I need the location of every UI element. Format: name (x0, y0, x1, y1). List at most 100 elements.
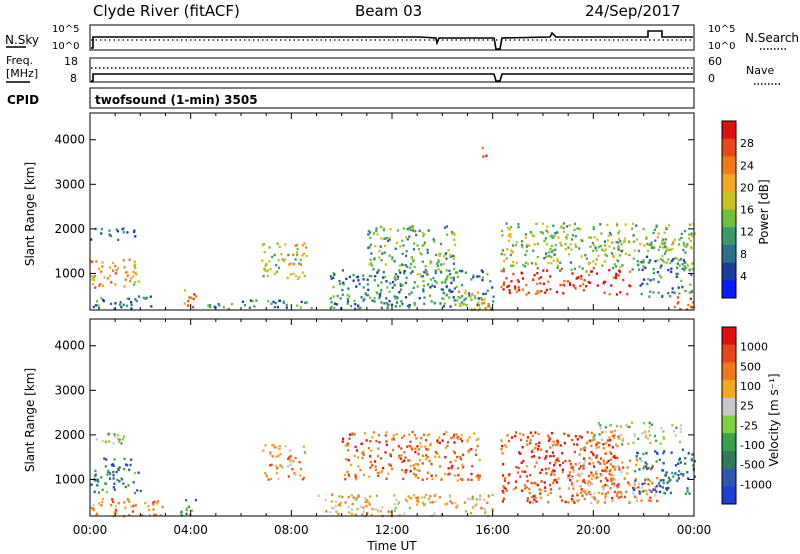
scatter-cell (132, 270, 135, 273)
scatter-cell (546, 269, 549, 272)
scatter-cell (376, 471, 379, 474)
scatter-cell (406, 304, 409, 308)
scatter-cell (384, 244, 387, 248)
scatter-cell (350, 512, 353, 516)
scatter-cell (380, 301, 383, 304)
scatter-cell (386, 303, 390, 307)
scatter-cell (278, 245, 281, 248)
scatter-cell (456, 455, 459, 459)
scatter-cell (471, 506, 474, 509)
scatter-cell (471, 495, 474, 498)
scatter-cell (507, 481, 510, 485)
scatter-cell (445, 430, 448, 434)
scatter-cell (372, 431, 376, 434)
scatter-cell (676, 272, 679, 276)
scatter-cell (378, 249, 381, 253)
scatter-cell (303, 252, 306, 255)
scatter-cell (609, 487, 612, 490)
scatter-cell (438, 436, 441, 439)
scatter-cell (436, 452, 439, 455)
scatter-cell (487, 494, 490, 498)
scatter-cell (97, 306, 101, 310)
scatter-cell (428, 459, 431, 463)
scatter-cell (436, 264, 440, 268)
scatter-cell (648, 259, 652, 262)
scatter-cell (550, 473, 553, 476)
scatter-cell (275, 264, 278, 267)
scatter-cell (583, 462, 586, 466)
scatter-cell (372, 232, 375, 235)
scatter-cell (346, 294, 349, 297)
scatter-cell (477, 437, 480, 441)
scatter-cell (341, 495, 344, 499)
scatter-cell (475, 475, 478, 478)
scatter-cell (604, 477, 607, 480)
scatter-cell (388, 299, 391, 303)
scatter-cell (361, 456, 364, 460)
scatter-cell (90, 506, 94, 510)
scatter-cell (424, 445, 427, 448)
scatter-cell (569, 462, 573, 466)
scatter-cell (530, 455, 533, 459)
scatter-cell (94, 469, 97, 473)
scatter-cell (367, 500, 370, 504)
scatter-cell (580, 238, 583, 242)
scatter-cell (423, 233, 426, 236)
scatter-cell (623, 495, 626, 499)
scatter-cell (548, 461, 552, 465)
scatter-cell (562, 292, 565, 295)
scatter-cell (282, 259, 285, 263)
scatter-cell (635, 224, 638, 227)
scatter-cell (629, 284, 632, 288)
scatter-cell (364, 497, 367, 500)
scatter-cell (566, 225, 569, 228)
scatter-cell (472, 275, 475, 279)
scatter-cell (573, 228, 576, 232)
scatter-cell (645, 463, 648, 466)
scatter-cell (481, 146, 484, 150)
scatter-cell (651, 482, 654, 485)
scatter-cell (639, 260, 642, 264)
scatter-cell (369, 455, 372, 458)
scatter-cell (357, 465, 360, 468)
scatter-cell (652, 231, 655, 235)
scatter-cell (633, 495, 636, 498)
scatter-cell (544, 255, 548, 258)
scatter-cell (590, 477, 593, 480)
scatter-cell (595, 443, 598, 446)
scatter-cell (616, 485, 619, 489)
scatter-cell (296, 247, 299, 251)
scatter-cell (581, 239, 584, 243)
scatter-cell (400, 300, 403, 303)
scatter-cell (579, 485, 582, 488)
scatter-cell (369, 461, 372, 464)
scatter-cell (112, 474, 115, 477)
scatter-cell (433, 240, 436, 243)
scatter-cell (467, 478, 470, 481)
scatter-cell (656, 236, 659, 239)
scatter-cell (684, 462, 687, 465)
scatter-cell (364, 292, 367, 295)
scatter-cell (526, 436, 530, 439)
power-frame (89, 112, 695, 311)
scatter-cell (395, 498, 398, 502)
scatter-cell (537, 291, 540, 295)
colorbar-segment (722, 244, 736, 263)
scatter-cell (594, 498, 597, 501)
scatter-cell (276, 467, 279, 470)
scatter-cell (108, 233, 111, 236)
scatter-cell (684, 289, 687, 293)
scatter-cell (525, 464, 528, 468)
scatter-cell (588, 273, 591, 277)
scatter-cell (277, 454, 280, 457)
scatter-cell (399, 284, 402, 287)
scatter-cell (515, 290, 518, 293)
scatter-cell (118, 480, 121, 483)
scatter-cell (464, 292, 467, 295)
scatter-cell (481, 279, 484, 282)
scatter-cell (371, 299, 374, 302)
scatter-cell (644, 465, 648, 468)
scatter-cell (663, 450, 666, 453)
scatter-cell (481, 298, 484, 302)
scatter-cell (473, 504, 476, 508)
